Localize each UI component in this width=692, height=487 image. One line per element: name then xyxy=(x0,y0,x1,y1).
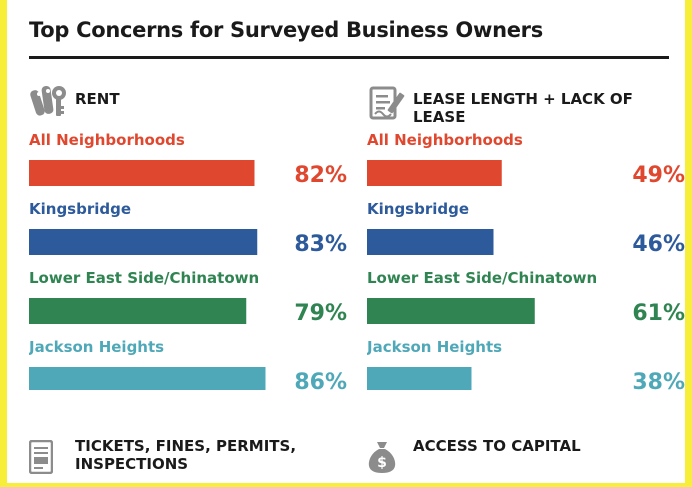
value-label-jackson-heights: 38% xyxy=(632,370,685,390)
value-label-lower-east-side-chinatown: 79% xyxy=(294,301,347,326)
bar-jackson-heights xyxy=(29,367,266,390)
money-bag-icon: $ xyxy=(368,442,396,473)
keys-icon xyxy=(30,85,66,116)
value-label-kingsbridge: 46% xyxy=(632,232,685,257)
rent-panel: RENT All Neighborhoods 82% Kingsbridge 83% L… xyxy=(29,82,347,402)
page-title: Top Concerns for Surveyed Business Owner… xyxy=(29,18,543,42)
category-label-all-neighborhoods: All Neighborhoods xyxy=(367,131,523,149)
category-label-kingsbridge: Kingsbridge xyxy=(367,200,469,218)
lease-header: LEASE LENGTH + LACK OF LEASE xyxy=(367,82,685,126)
category-label-kingsbridge: Kingsbridge xyxy=(29,200,131,218)
value-label-jackson-heights: 86% xyxy=(294,370,347,390)
bar-lower-east-side-chinatown xyxy=(29,298,247,324)
bar-lower-east-side-chinatown xyxy=(367,298,535,324)
svg-text:$: $ xyxy=(377,455,387,471)
value-label-lower-east-side-chinatown: 61% xyxy=(632,301,685,326)
lease-heading: LEASE LENGTH + LACK OF LEASE xyxy=(413,90,633,126)
contract-icon xyxy=(369,86,405,120)
rent-heading: RENT xyxy=(75,90,120,108)
category-label-lower-east-side-chinatown: Lower East Side/Chinatown xyxy=(367,269,597,287)
bar-kingsbridge xyxy=(29,229,258,255)
value-label-all-neighborhoods: 49% xyxy=(632,163,685,188)
bar-kingsbridge xyxy=(367,229,494,255)
category-label-lower-east-side-chinatown: Lower East Side/Chinatown xyxy=(29,269,259,287)
title-divider xyxy=(29,56,669,59)
capital-label: ACCESS TO CAPITAL xyxy=(413,437,581,455)
value-label-all-neighborhoods: 82% xyxy=(294,163,347,188)
infographic-frame: Top Concerns for Surveyed Business Owner… xyxy=(7,0,685,483)
lease-panel: LEASE LENGTH + LACK OF LEASE All Neighbo… xyxy=(367,82,685,402)
bar-all-neighborhoods xyxy=(29,160,255,186)
rent-bar-chart: All Neighborhoods 82% Kingsbridge 83% Lower … xyxy=(29,131,347,390)
category-label-all-neighborhoods: All Neighborhoods xyxy=(29,131,185,149)
category-label-jackson-heights: Jackson Heights xyxy=(367,338,502,356)
ticket-document-icon xyxy=(29,440,53,474)
bar-jackson-heights xyxy=(367,367,472,390)
category-label-jackson-heights: Jackson Heights xyxy=(29,338,164,356)
lease-bar-chart: All Neighborhoods 49% Kingsbridge 46% Lower … xyxy=(367,131,685,390)
rent-header: RENT xyxy=(29,82,347,124)
value-label-kingsbridge: 83% xyxy=(294,232,347,257)
tickets-label: TICKETS, FINES, PERMITS, INSPECTIONS xyxy=(75,437,297,473)
bar-all-neighborhoods xyxy=(367,160,502,186)
